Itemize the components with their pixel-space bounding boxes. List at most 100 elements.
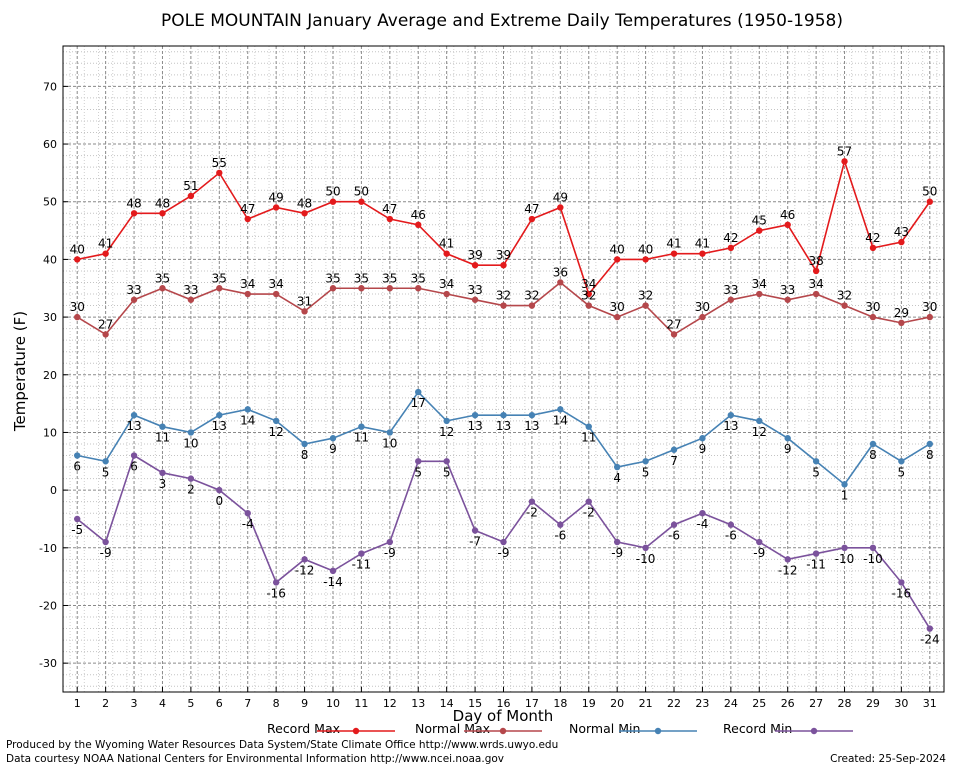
x-tick-label: 28 <box>838 697 852 710</box>
data-point <box>756 417 763 425</box>
data-label: 5 <box>414 465 422 479</box>
data-label: 6 <box>73 460 81 474</box>
grid <box>63 46 944 692</box>
data-point <box>784 556 791 563</box>
data-label: 43 <box>894 225 909 239</box>
y-tick-label: -20 <box>39 599 57 612</box>
x-tick-label: 10 <box>326 697 340 710</box>
data-point <box>272 579 280 586</box>
data-point <box>159 423 166 430</box>
y-tick-label: -10 <box>39 542 57 555</box>
series-normal-max: 30 27 33 35 33 35 34 34 31 35 35 35 35 34 33 32 32 36 32 30… <box>70 265 937 338</box>
x-tick-label: 19 <box>582 697 596 710</box>
data-label: -10 <box>636 552 656 566</box>
data-label: 31 <box>297 294 312 308</box>
y-tick-label: 50 <box>43 196 57 209</box>
data-point <box>926 313 933 321</box>
data-point <box>727 521 735 528</box>
x-tick-label: 21 <box>639 697 653 710</box>
y-tick-label: 30 <box>43 311 57 324</box>
data-label: -9 <box>611 546 623 560</box>
x-tick-label: 13 <box>411 697 425 710</box>
data-label: 13 <box>126 419 141 433</box>
data-point <box>329 198 337 205</box>
data-point <box>613 538 621 546</box>
data-point <box>216 285 223 292</box>
x-tick-label: 31 <box>923 697 937 710</box>
data-label: 48 <box>155 196 170 210</box>
data-point <box>898 319 905 327</box>
data-point <box>272 290 280 298</box>
data-label: 32 <box>524 289 539 303</box>
data-point <box>102 331 109 338</box>
data-point <box>74 452 81 459</box>
data-point <box>528 498 536 505</box>
data-label: 41 <box>695 237 710 251</box>
y-tick-label: 40 <box>43 253 57 266</box>
data-label: 47 <box>524 202 539 216</box>
data-point <box>159 469 166 477</box>
data-point <box>159 210 166 217</box>
data-label: 35 <box>354 271 369 285</box>
data-point <box>415 458 422 465</box>
data-label: 33 <box>467 283 482 297</box>
data-point <box>187 296 195 303</box>
legend-item: Normal Min <box>569 721 697 736</box>
data-point <box>670 331 678 338</box>
data-point <box>301 556 308 563</box>
data-label: -2 <box>526 506 538 520</box>
data-point <box>670 446 678 453</box>
data-label: 35 <box>325 271 340 285</box>
data-label: 40 <box>638 242 653 256</box>
x-tick-label: 23 <box>695 697 709 710</box>
data-label: 34 <box>269 277 284 291</box>
data-point <box>585 498 592 505</box>
data-label: -14 <box>323 575 343 589</box>
data-point <box>557 521 564 528</box>
data-point <box>756 538 763 546</box>
data-label: -9 <box>100 546 112 560</box>
data-point <box>358 550 365 557</box>
data-label: -12 <box>295 563 315 577</box>
data-label: 8 <box>301 448 309 462</box>
data-label: 36 <box>553 265 568 279</box>
data-label: 42 <box>723 231 738 245</box>
data-point <box>415 388 422 396</box>
data-point <box>244 215 251 223</box>
data-label: -9 <box>498 546 510 560</box>
data-label: 32 <box>496 289 511 303</box>
x-tick-label: 15 <box>468 697 482 710</box>
data-label: 7 <box>670 454 678 468</box>
data-label: 35 <box>382 271 397 285</box>
data-label: 13 <box>524 419 539 433</box>
data-point <box>102 458 109 465</box>
data-label: 32 <box>837 289 852 303</box>
data-point <box>642 458 649 465</box>
footer-created-date: Created: 25-Sep-2024 <box>830 753 946 765</box>
legend-label: Normal Max <box>415 721 490 736</box>
data-point <box>358 423 365 430</box>
data-label: 12 <box>439 425 454 439</box>
data-point <box>386 429 394 436</box>
data-point <box>216 411 223 419</box>
data-label: -7 <box>469 535 481 549</box>
data-label: 49 <box>553 191 568 205</box>
data-label: 30 <box>865 300 880 314</box>
data-point <box>301 440 308 448</box>
data-label: -6 <box>554 529 566 543</box>
data-label: 5 <box>812 465 820 479</box>
data-point <box>926 440 933 448</box>
data-point <box>812 290 820 298</box>
data-point <box>699 509 706 517</box>
data-point <box>443 458 450 465</box>
x-tick-label: 30 <box>894 697 908 710</box>
data-label: 32 <box>638 289 653 303</box>
data-label: -9 <box>384 546 396 560</box>
data-point <box>528 411 536 419</box>
data-point <box>699 313 706 321</box>
data-label: 35 <box>212 271 227 285</box>
